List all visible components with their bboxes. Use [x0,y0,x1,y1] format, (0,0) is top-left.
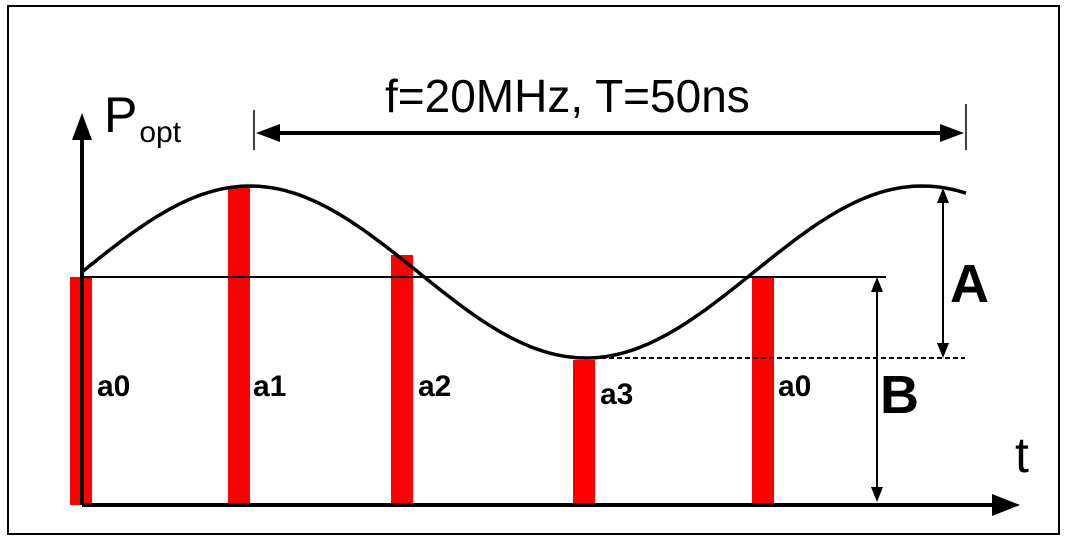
x-axis-label: t [1015,427,1029,483]
sample-bar-1 [228,187,250,505]
x-axis [82,494,1020,516]
sample-labels: a0 a1 a2 a3 a0 [97,370,811,411]
figure-frame [7,5,1060,535]
sine-waveform [80,184,967,360]
sample-label-3: a3 [600,378,633,411]
sample-bar-2 [391,255,413,505]
sample-bar-3 [573,360,595,505]
sample-label-2: a2 [418,370,451,403]
offset-label: B [880,365,919,425]
sample-label-0: a0 [97,370,130,403]
y-axis [72,113,92,505]
period-arrow [253,104,967,150]
offset-arrow [871,277,883,502]
amplitude-label: A [950,254,989,314]
sample-bar-4 [752,277,774,505]
sample-label-1: a1 [253,370,286,403]
sample-bars [70,187,774,505]
y-axis-label: Popt [104,87,182,149]
amplitude-arrow [937,188,949,358]
sample-label-4: a0 [778,370,811,403]
period-label: f=20MHz, T=50ns [385,70,750,122]
